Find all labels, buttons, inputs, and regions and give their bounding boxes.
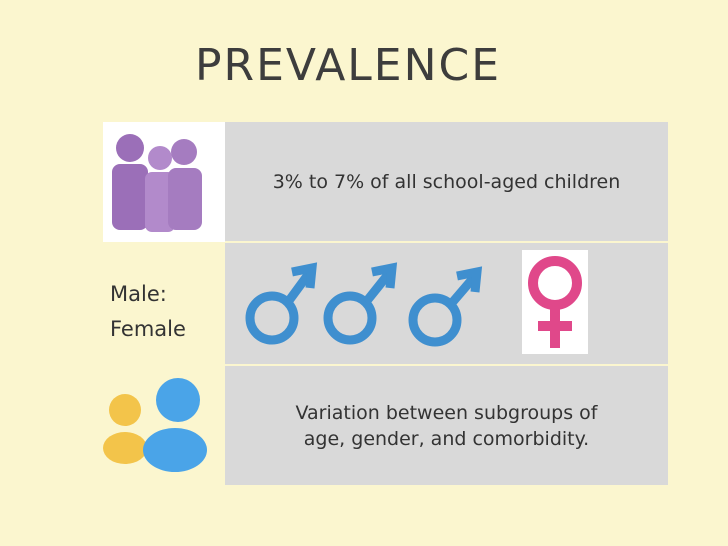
male-symbols <box>245 262 483 347</box>
row-text: age, gender, and comorbidity. <box>303 427 590 450</box>
users-icon <box>103 378 207 472</box>
row-label: Male: Female <box>110 277 186 347</box>
people-icon <box>112 134 202 232</box>
label-line: Male: <box>110 282 167 306</box>
row-cell: Variation between subgroups of age, gend… <box>225 366 668 485</box>
female-symbol <box>522 250 588 354</box>
row-text: 3% to 7% of all school-aged children <box>272 170 621 193</box>
row-text: Variation between subgroups of <box>295 401 598 424</box>
label-line: Female <box>110 317 186 341</box>
slide-title: PREVALENCE <box>195 40 502 91</box>
row-cell: 3% to 7% of all school-aged children <box>225 122 668 241</box>
